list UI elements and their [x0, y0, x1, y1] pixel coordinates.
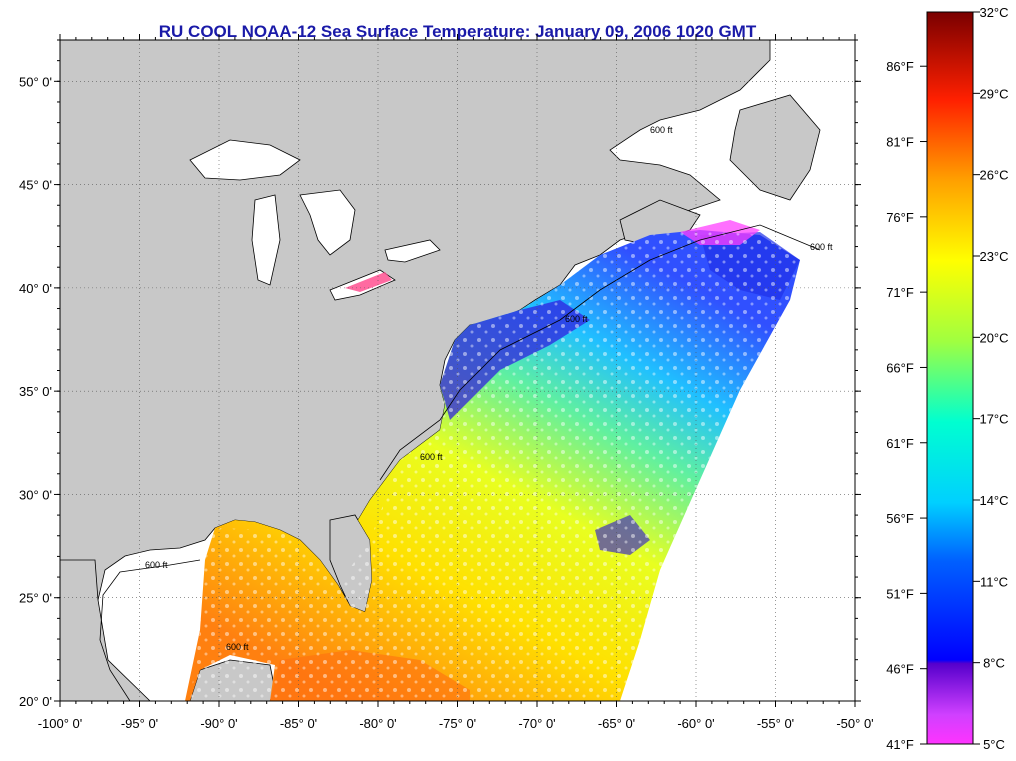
- colorbar-labels: 32°C 29°C 26°C 23°C 20°C 17°C 14°C 11°C 8°C 5°C 86…: [886, 5, 1008, 752]
- contour-label: 600 ft: [226, 642, 249, 652]
- map-title: RU COOL NOAA-12 Sea Surface Temperature:…: [158, 22, 757, 41]
- lon-tick-label: -90° 0': [200, 716, 237, 731]
- fahrenheit-label: 56°F: [886, 511, 914, 526]
- celsius-label: 26°C: [979, 168, 1008, 183]
- graticule: [60, 40, 855, 701]
- cloud-cover: [190, 230, 800, 701]
- lon-tick-label: -55° 0': [757, 716, 794, 731]
- lake-huron: [299, 189, 356, 256]
- lon-tick-label: -80° 0': [359, 716, 396, 731]
- depth-contour: [99, 224, 821, 702]
- lat-tick-label: 20° 0': [19, 694, 52, 709]
- fahrenheit-label: 46°F: [886, 662, 914, 677]
- fahrenheit-label: 61°F: [886, 436, 914, 451]
- latitude-labels: 50° 0' 45° 0' 40° 0' 35° 0' 30° 0' 25° 0' 20° …: [19, 74, 52, 709]
- lon-tick-label: -50° 0': [836, 716, 873, 731]
- fahrenheit-label: 71°F: [886, 285, 914, 300]
- celsius-label: 23°C: [979, 249, 1008, 264]
- lat-tick-label: 45° 0': [19, 178, 52, 193]
- lon-tick-label: -75° 0': [439, 716, 476, 731]
- lat-tick-label: 25° 0': [19, 591, 52, 606]
- lon-tick-label: -70° 0': [518, 716, 555, 731]
- newfoundland: [729, 94, 821, 201]
- contour-label: 600 ft: [810, 242, 833, 252]
- lat-tick-label: 35° 0': [19, 384, 52, 399]
- contour-label: 600 ft: [145, 560, 168, 570]
- lon-tick-label: -95° 0': [121, 716, 158, 731]
- celsius-label: 17°C: [979, 412, 1008, 427]
- celsius-label: 20°C: [979, 330, 1008, 345]
- axis-ticks: [54, 34, 861, 707]
- lat-tick-label: 50° 0': [19, 74, 52, 89]
- celsius-label: 8°C: [983, 656, 1005, 671]
- celsius-label: 32°C: [979, 5, 1008, 20]
- lon-tick-label: -65° 0': [598, 716, 635, 731]
- colorbar: [926, 11, 974, 745]
- celsius-label: 5°C: [983, 737, 1005, 752]
- lake-ontario: [384, 239, 441, 263]
- celsius-label: 29°C: [979, 86, 1008, 101]
- contour-label: 600 ft: [650, 125, 673, 135]
- celsius-label: 11°C: [980, 574, 1008, 589]
- contour-label: 600 ft: [565, 314, 588, 324]
- lat-tick-label: 40° 0': [19, 281, 52, 296]
- lat-tick-label: 30° 0': [19, 487, 52, 502]
- longitude-labels: -100° 0' -95° 0' -90° 0' -85° 0' -80° 0' -75°…: [38, 716, 874, 731]
- celsius-label: 14°C: [979, 493, 1008, 508]
- fahrenheit-label: 41°F: [886, 737, 914, 752]
- contour-label: 600 ft: [420, 452, 443, 462]
- lon-tick-label: -60° 0': [677, 716, 714, 731]
- lake-michigan: [251, 194, 281, 286]
- fahrenheit-label: 76°F: [886, 210, 914, 225]
- fahrenheit-label: 66°F: [886, 360, 914, 375]
- lake-erie-sst: [345, 272, 392, 292]
- fahrenheit-label: 51°F: [886, 586, 914, 601]
- lon-tick-label: -85° 0': [280, 716, 317, 731]
- lon-tick-label: -100° 0': [38, 716, 83, 731]
- lake-superior: [189, 139, 301, 181]
- fahrenheit-label: 81°F: [886, 135, 914, 150]
- fahrenheit-label: 86°F: [886, 59, 914, 74]
